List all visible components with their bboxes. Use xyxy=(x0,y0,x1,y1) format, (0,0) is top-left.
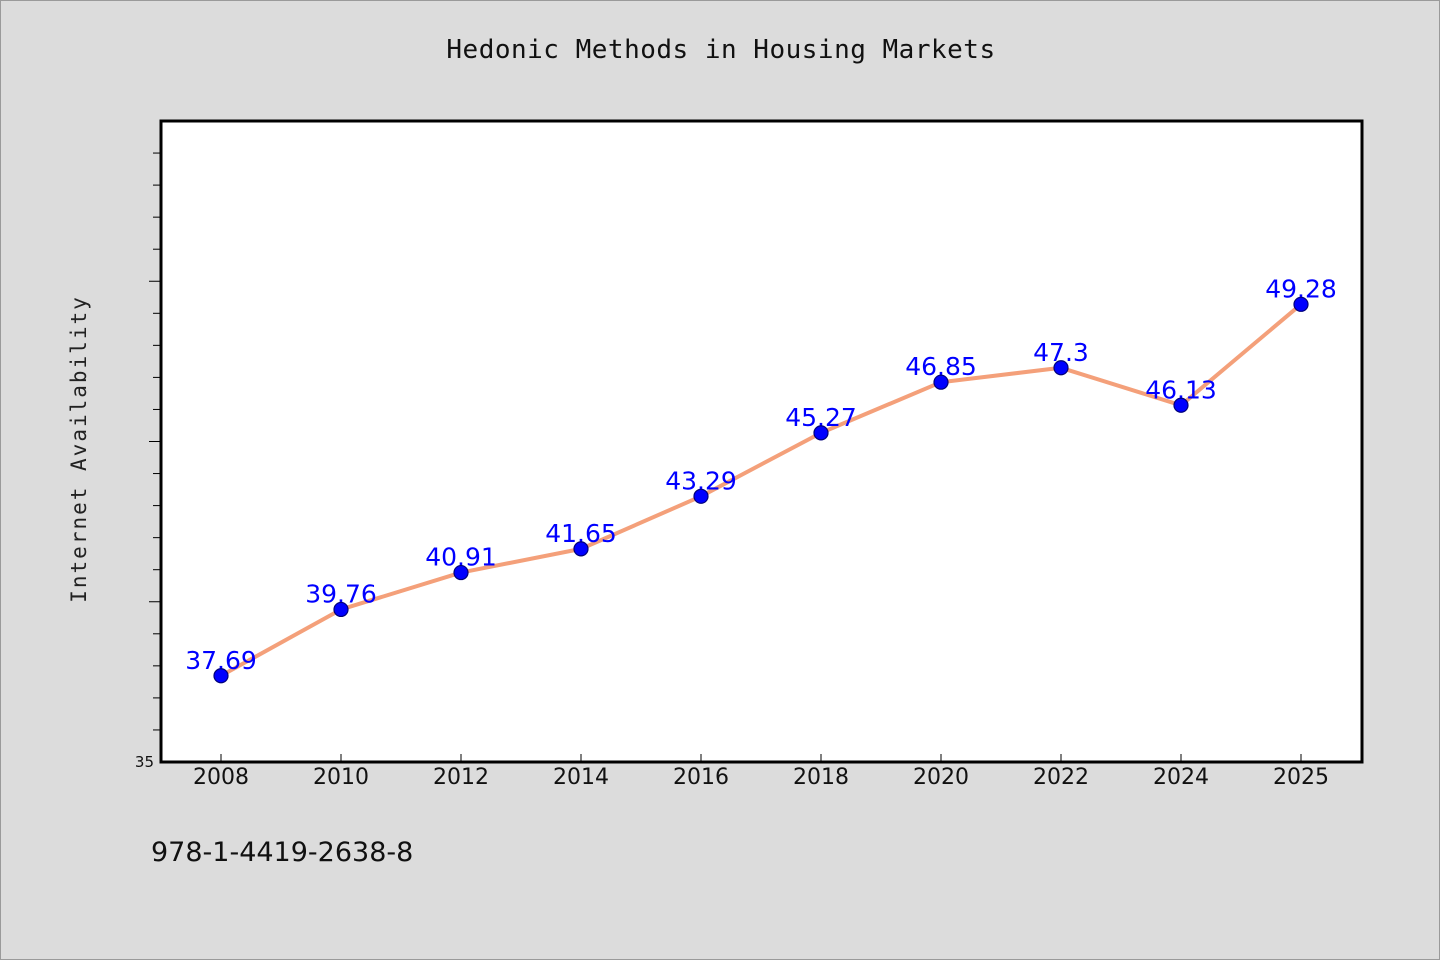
data-point xyxy=(693,488,709,504)
series-line xyxy=(220,302,1303,678)
data-point xyxy=(813,425,829,441)
x-axis-ticks: 2008 2010 2012 2014 2016 2018 2020 2022 2024 2025 xyxy=(193,754,1329,790)
data-point xyxy=(213,668,229,684)
y-axis-ticks: 35 xyxy=(135,152,161,771)
x-tick-label: 2025 xyxy=(1273,765,1329,790)
x-tick-label: 2010 xyxy=(313,765,369,790)
data-point xyxy=(1053,360,1069,376)
x-tick-label: 2012 xyxy=(433,765,489,790)
x-tick-label: 2008 xyxy=(193,765,249,790)
data-point xyxy=(1293,296,1309,312)
series-markers xyxy=(213,296,1309,684)
x-tick-label: 2024 xyxy=(1153,765,1209,790)
data-point xyxy=(573,541,589,557)
x-tick-label: 2014 xyxy=(553,765,609,790)
data-point xyxy=(333,601,349,618)
x-tick-label: 2016 xyxy=(673,765,729,790)
data-point xyxy=(933,374,949,390)
x-tick-label: 2018 xyxy=(793,765,849,790)
x-tick-label: 2022 xyxy=(1033,765,1089,790)
footer-code: 978-1-4419-2638-8 xyxy=(151,837,414,868)
x-tick-label: 2020 xyxy=(913,765,969,790)
plot-area xyxy=(159,119,1364,764)
y-tick-label: 35 xyxy=(135,753,154,771)
chart-title: Hedonic Methods in Housing Markets xyxy=(446,35,996,65)
data-point xyxy=(453,564,469,581)
data-point xyxy=(1173,397,1189,413)
